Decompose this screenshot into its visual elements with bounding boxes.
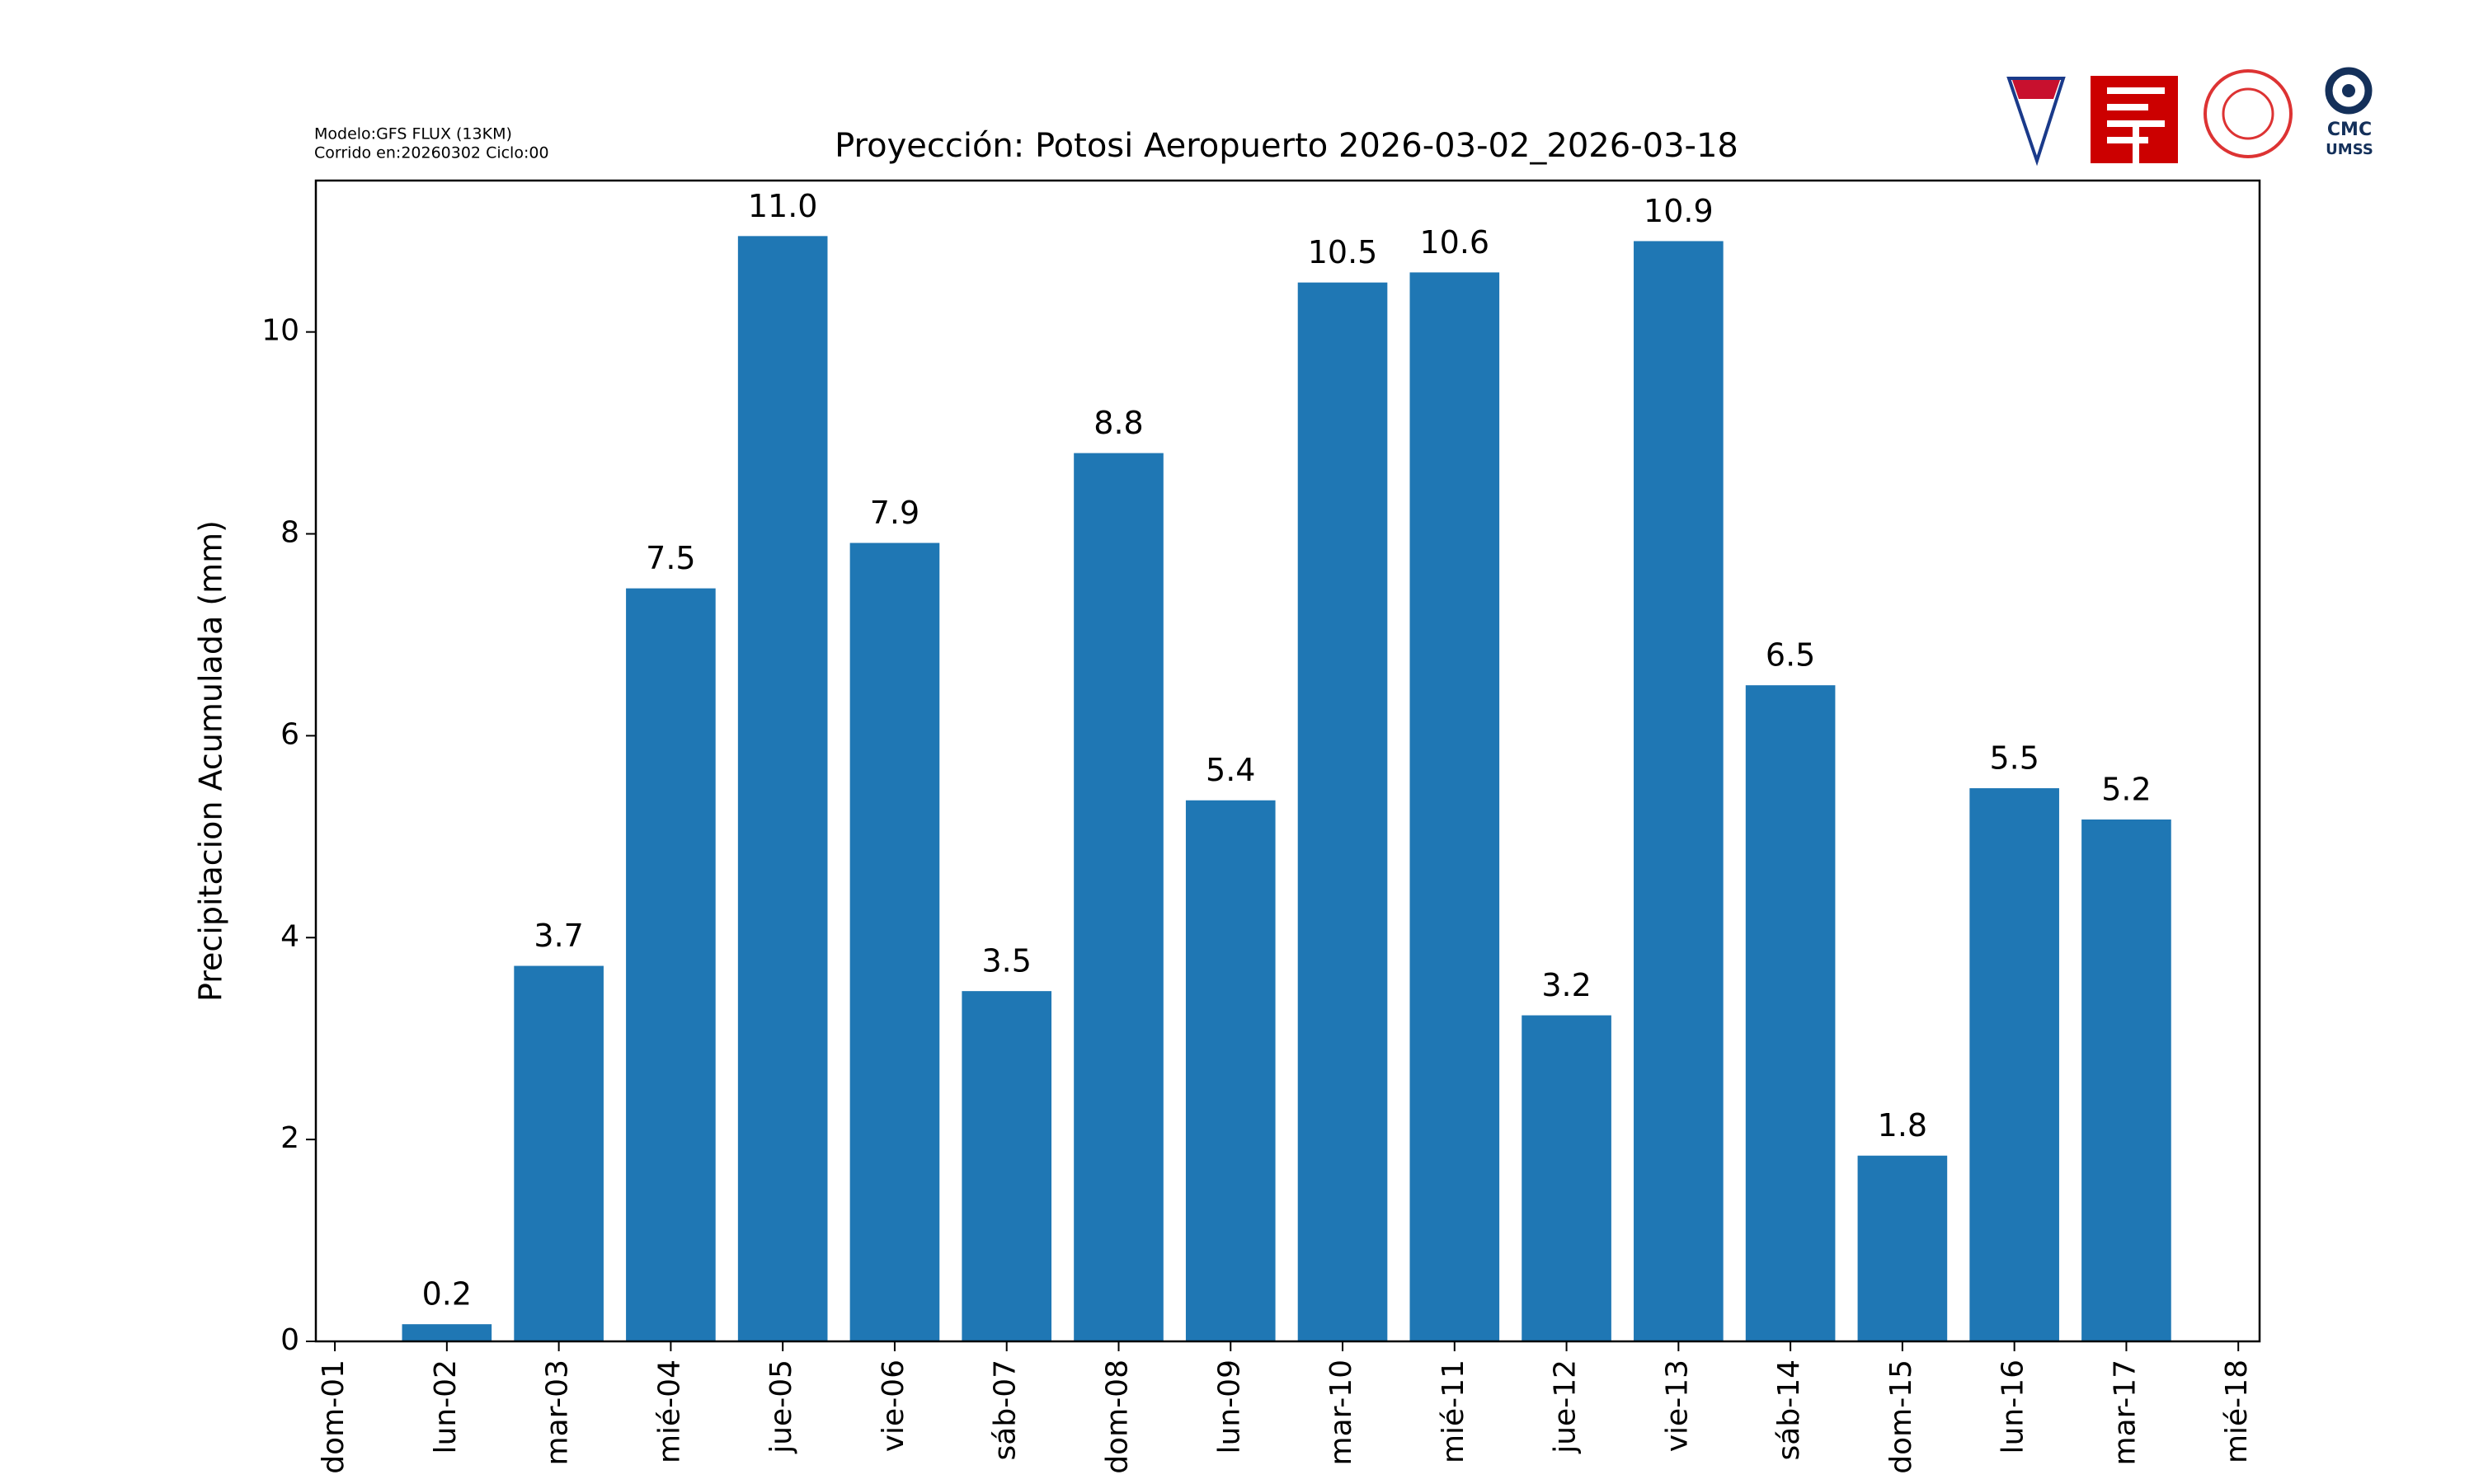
value-label: 10.5: [1308, 234, 1378, 270]
value-label: 5.4: [1206, 752, 1255, 788]
bar: [1185, 800, 1276, 1341]
logo-text: UMSS: [2326, 141, 2373, 158]
value-label: 3.7: [534, 918, 583, 954]
x-tick-label: lun-02: [429, 1360, 463, 1453]
x-tick-label: dom-08: [1100, 1360, 1134, 1474]
value-label: 3.2: [1541, 967, 1591, 1003]
x-tick-label: lun-09: [1212, 1360, 1246, 1453]
plot-frame: [314, 179, 2261, 1343]
value-label: 5.2: [2101, 772, 2151, 808]
x-tick-label: jue-05: [764, 1360, 798, 1454]
value-label: 10.6: [1419, 224, 1489, 261]
x-tick-label: mar-03: [541, 1360, 575, 1465]
bar: [962, 991, 1052, 1341]
bar: [1857, 1155, 1948, 1341]
y-tick-label: 0: [280, 1323, 299, 1357]
logo-shield-band: [2012, 80, 2060, 99]
bar: [1074, 453, 1164, 1341]
bar: [1634, 241, 1724, 1341]
x-tick-label: vie-13: [1660, 1360, 1694, 1452]
y-tick-label: 4: [280, 919, 299, 953]
x-tick-label: mié-18: [2220, 1360, 2254, 1463]
value-label: 3.5: [981, 943, 1031, 979]
x-tick-label: vie-06: [877, 1360, 910, 1452]
x-tick-label: dom-15: [1884, 1360, 1918, 1474]
value-label: 7.9: [870, 495, 920, 531]
chart-title: Proyección: Potosi Aeropuerto 2026-03-02…: [835, 127, 1738, 165]
bar: [737, 236, 828, 1342]
bar: [626, 588, 716, 1341]
y-tick-label: 2: [280, 1121, 299, 1155]
x-tick-label: mar-17: [2108, 1360, 2142, 1465]
bar: [849, 542, 940, 1341]
bar: [2081, 819, 2171, 1341]
value-label: 6.5: [1766, 637, 1815, 674]
logo-cmc-dot: [2342, 84, 2355, 97]
y-axis-label: Precipitacion Acumulada (mm): [193, 520, 229, 1002]
bar: [1297, 282, 1388, 1341]
value-label: 7.5: [646, 540, 695, 576]
y-tick-label: 8: [280, 516, 299, 550]
x-tick-label: lun-16: [1997, 1360, 2030, 1453]
bar: [1409, 272, 1500, 1341]
logo-circle: [2204, 69, 2293, 158]
x-tick-label: dom-01: [317, 1360, 350, 1474]
value-label: 1.8: [1878, 1107, 1927, 1144]
bar: [1522, 1015, 1611, 1341]
bar: [1969, 788, 2059, 1341]
y-tick-label: 10: [261, 314, 299, 348]
bar: [1745, 685, 1836, 1341]
x-tick-label: mar-10: [1324, 1360, 1358, 1465]
subtitle: Modelo:GFS FLUX (13KM): [314, 125, 512, 143]
x-tick-label: jue-12: [1549, 1360, 1583, 1454]
value-label: 5.5: [1989, 740, 2039, 777]
bar: [402, 1324, 492, 1341]
subtitle: Corrido en:20260302 Ciclo:00: [314, 144, 549, 162]
y-tick-label: 6: [280, 717, 299, 751]
logo-red-pattern: [2107, 87, 2165, 163]
logos: CMC UMSS: [2006, 67, 2373, 167]
x-tick-label: mié-11: [1437, 1360, 1470, 1463]
value-label: 11.0: [748, 188, 818, 224]
value-label: 10.9: [1644, 193, 1714, 229]
x-tick-label: sáb-14: [1772, 1360, 1806, 1460]
x-tick-label: sáb-07: [989, 1360, 1023, 1460]
logo-circle-inner: [2222, 87, 2274, 140]
value-label: 0.2: [422, 1276, 472, 1313]
x-tick-label: mié-04: [652, 1360, 686, 1463]
logo-text: CMC: [2327, 120, 2372, 140]
value-label: 8.8: [1094, 405, 1143, 441]
bar: [514, 965, 604, 1341]
